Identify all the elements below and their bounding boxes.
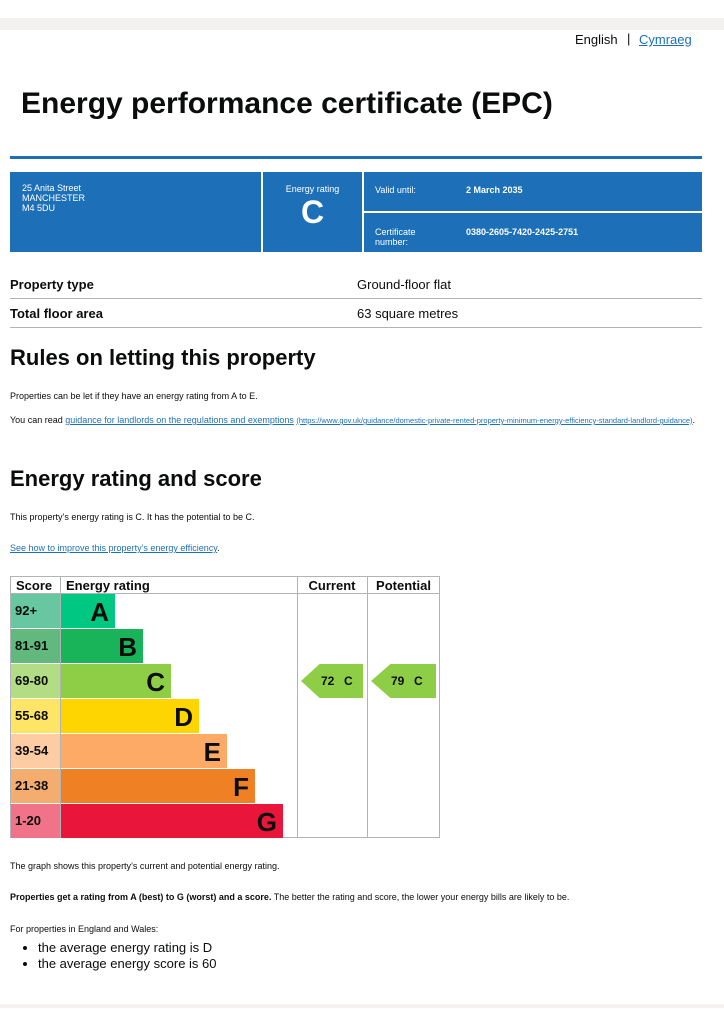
score: 39-54 <box>15 743 49 758</box>
rating: C <box>300 194 325 230</box>
row-border <box>10 327 702 328</box>
score: 81-91 <box>15 638 49 653</box>
paragraph: For properties in England and Wales: <box>10 924 159 934</box>
band-letter: C <box>146 667 165 697</box>
rating-label: Energy rating <box>285 184 340 194</box>
potential-score: 79 <box>391 674 405 688</box>
list-item: the average energy score is 60 <box>38 956 217 972</box>
lang-en: English <box>575 32 618 47</box>
rating-bar: G <box>61 804 283 838</box>
link[interactable]: See how to improve this property’s energ… <box>10 543 218 553</box>
text: . <box>217 543 220 553</box>
title: Energy performance certificate (EPC) <box>21 87 553 120</box>
divider <box>364 211 702 213</box>
col-divider <box>297 576 298 838</box>
rating-bar: A <box>61 594 115 628</box>
col-header: Score <box>16 578 53 593</box>
bottom-bar <box>0 1004 724 1008</box>
row-value: 63 square metres <box>357 306 459 321</box>
col-divider <box>367 576 368 838</box>
address-line: 25 Anita Street <box>22 183 82 193</box>
score: 55-68 <box>15 708 49 723</box>
text: The better the rating and score, the low… <box>271 892 570 902</box>
score-cell <box>11 769 60 803</box>
band-letter: D <box>174 702 193 732</box>
row-value: Ground-floor flat <box>357 277 451 292</box>
paragraph: Properties get a rating from A (best) to… <box>10 892 569 902</box>
score-cell <box>11 699 60 733</box>
valid-value: 2 March 2035 <box>466 185 523 195</box>
score: 1-20 <box>15 813 42 828</box>
cert-label-line: Certificate <box>375 227 416 237</box>
col-header: Potential <box>376 578 431 593</box>
rule <box>10 156 702 159</box>
address-line: MANCHESTER <box>22 193 86 203</box>
band-letter: B <box>118 632 137 662</box>
score-cell <box>11 734 60 768</box>
divider <box>362 172 364 252</box>
heading: Energy rating and score <box>10 466 262 491</box>
text: . <box>692 415 696 425</box>
rating-bar: E <box>61 734 227 768</box>
row-label: Total floor area <box>10 306 103 321</box>
band-letter: A <box>90 597 109 627</box>
cert-value: 0380-2605-7420-2425-2751 <box>466 227 579 237</box>
score-cell <box>11 804 60 838</box>
lang-cy[interactable]: Cymraeg <box>639 32 692 47</box>
rating-bar: B <box>61 629 143 663</box>
divider <box>261 172 263 252</box>
valid-label: Valid until: <box>375 185 416 195</box>
paragraph: The graph shows this property’s current … <box>10 861 280 871</box>
score: 21-38 <box>15 778 49 793</box>
band-letter: E <box>203 737 221 767</box>
paragraph: See how to improve this property’s energ… <box>10 543 220 553</box>
potential-band: C <box>414 674 423 688</box>
paragraph: You can read guidance for landlords on t… <box>10 415 710 426</box>
rating-bar: C <box>61 664 171 698</box>
current-score: 72 <box>321 674 335 688</box>
link-url[interactable]: (https://www.gov.uk/guidance/domestic-pr… <box>296 416 693 425</box>
top-bar <box>0 18 724 30</box>
bold-text: Properties get a rating from A (best) to… <box>10 892 272 902</box>
score: 69-80 <box>15 673 49 688</box>
score: 92+ <box>15 603 38 618</box>
cert-label: Certificate number: <box>375 227 416 247</box>
list: the average energy rating is D the avera… <box>0 940 217 972</box>
header-divider <box>10 593 440 594</box>
address-line: M4 5DU <box>22 203 56 213</box>
lang-sep: | <box>627 31 631 46</box>
paragraph: This property’s energy rating is C. It h… <box>10 512 255 522</box>
cert-label-line: number: <box>375 237 409 247</box>
rating-bar: D <box>61 699 199 733</box>
col-header: Energy rating <box>66 578 150 593</box>
score-cell <box>11 664 60 698</box>
heading: Rules on letting this property <box>10 345 316 370</box>
address: 25 Anita Street MANCHESTER M4 5DU <box>22 183 85 213</box>
row-border <box>10 298 702 299</box>
text: You can read <box>10 415 66 425</box>
list-item: the average energy rating is D <box>38 940 217 956</box>
current-band: C <box>344 674 353 688</box>
rating-bar: F <box>61 769 255 803</box>
score-cell <box>11 629 60 663</box>
score-cell <box>11 594 60 628</box>
paragraph: Properties can be let if they have an en… <box>10 391 258 401</box>
link[interactable]: guidance for landlords on the regulation… <box>65 415 294 425</box>
row-label: Property type <box>10 277 94 292</box>
col-divider <box>60 576 61 838</box>
col-header: Current <box>308 578 356 593</box>
band-letter: F <box>233 772 249 802</box>
band-letter: G <box>256 807 277 837</box>
